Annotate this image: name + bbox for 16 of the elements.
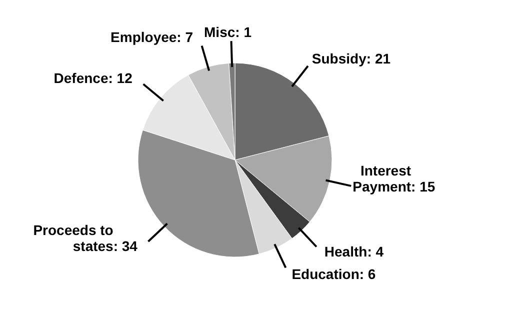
data-label: : 21 [366,50,391,67]
data-label: : 7 [176,29,194,46]
data-label: : 34 [113,238,138,254]
data-label: : 15 [411,178,436,195]
data-label: : 1 [235,24,252,40]
slice-label: Misc [204,24,236,40]
data-label: : 12 [108,70,133,86]
data-label: : 4 [367,244,384,260]
data-label: : 6 [359,266,376,282]
slice-label: Health [324,244,368,260]
slice-label: Subsidy [312,50,367,67]
slice-label: Defence [54,70,108,86]
slice-label: Proceeds to states [33,222,114,254]
slice-label: Interest Payment [352,162,412,195]
slice-label: Employee [110,29,177,46]
slice-label: Education [292,266,360,282]
